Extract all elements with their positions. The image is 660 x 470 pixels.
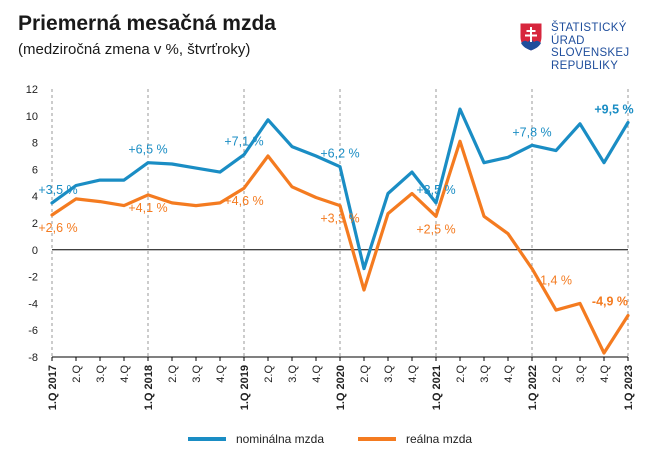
legend-swatch-nominal: [187, 437, 226, 441]
y-tick-label: 6: [32, 164, 38, 176]
data-label: +2,6 %: [38, 221, 77, 235]
y-tick-label: -8: [28, 352, 38, 364]
x-tick-label: 2.Q: [455, 365, 467, 383]
data-label: +6,2 %: [320, 147, 359, 161]
chart-title: Priemerná mesačná mzda: [18, 12, 276, 35]
data-label: +3,5 %: [416, 183, 455, 197]
y-tick-label: -6: [28, 325, 38, 337]
legend: nominálna mzda reálna mzda: [0, 432, 660, 446]
logo-line: SLOVENSKEJ: [551, 47, 630, 59]
x-tick-label: 3.Q: [479, 365, 491, 383]
x-tick-label: 3.Q: [95, 365, 107, 383]
x-tick-label: 1.Q 2019: [239, 365, 251, 410]
data-label: +4,1 %: [128, 201, 167, 215]
y-tick-label: 0: [32, 245, 38, 257]
slovak-coat-of-arms-icon: [519, 22, 543, 52]
y-tick-label: -4: [28, 298, 38, 310]
x-tick-label: 4.Q: [503, 365, 515, 383]
y-tick-label: 2: [32, 218, 38, 230]
x-tick-label: 1.Q 2017: [47, 365, 59, 410]
x-tick-label: 1.Q 2020: [335, 365, 347, 410]
x-tick-label: 4.Q: [311, 365, 323, 383]
y-tick-label: 12: [26, 84, 38, 96]
data-label: +6,5 %: [128, 143, 167, 157]
x-tick-label: 3.Q: [383, 365, 395, 383]
y-tick-label: 8: [32, 138, 38, 150]
series-line-nominal: [50, 107, 630, 271]
x-tick-label: 4.Q: [599, 365, 611, 383]
data-label: +7,8 %: [512, 125, 551, 139]
data-label: +7,1 %: [224, 135, 263, 149]
x-tick-label: 2.Q: [551, 365, 563, 383]
x-tick-label: 2.Q: [359, 365, 371, 383]
series-line-real: [50, 139, 630, 355]
logo-line: ÚRAD: [551, 34, 585, 47]
data-label: -1,4 %: [536, 274, 572, 288]
data-label: +3,5 %: [38, 183, 77, 197]
x-tick-label: 1.Q 2018: [143, 365, 155, 410]
legend-label-real: reálna mzda: [406, 432, 473, 446]
x-tick-label: 4.Q: [119, 365, 131, 383]
y-tick-label: 10: [26, 111, 38, 123]
data-label: +3,3 %: [320, 212, 359, 226]
logo-text: ŠTATISTICKÝ ÚRAD SLOVENSKEJ REPUBLIKY: [551, 22, 629, 72]
legend-item-nominal: nominálna mzda: [187, 432, 324, 446]
x-tick-label: 4.Q: [215, 365, 227, 383]
x-tick-label: 3.Q: [575, 365, 587, 383]
x-tick-label: 1.Q 2023: [623, 365, 635, 410]
y-tick-label: 4: [32, 191, 38, 203]
x-tick-label: 2.Q: [71, 365, 83, 383]
x-tick-label: 2.Q: [263, 365, 275, 383]
statistical-office-logo: ŠTATISTICKÝ ÚRAD SLOVENSKEJ REPUBLIKY: [519, 22, 629, 72]
data-label: -4,9 %: [592, 294, 628, 308]
data-label: +4,6 %: [224, 194, 263, 208]
data-label: +2,5 %: [416, 222, 455, 236]
data-label: +9,5 %: [594, 103, 633, 117]
x-tick-label: 2.Q: [167, 365, 179, 383]
legend-item-real: reálna mzda: [358, 432, 472, 446]
y-tick-label: -2: [28, 272, 38, 284]
x-tick-label: 1.Q 2022: [527, 365, 539, 410]
chart-subtitle: (medziročná zmena v %, štvrťroky): [18, 41, 251, 58]
x-tick-label: 3.Q: [191, 365, 203, 383]
x-tick-label: 3.Q: [287, 365, 299, 383]
legend-label-nominal: nominálna mzda: [235, 432, 324, 446]
x-tick-label: 4.Q: [407, 365, 419, 383]
x-tick-label: 1.Q 2021: [431, 365, 443, 410]
logo-line: REPUBLIKY: [551, 59, 619, 72]
legend-swatch-real: [358, 437, 396, 441]
logo-line: ŠTATISTICKÝ: [551, 22, 627, 34]
